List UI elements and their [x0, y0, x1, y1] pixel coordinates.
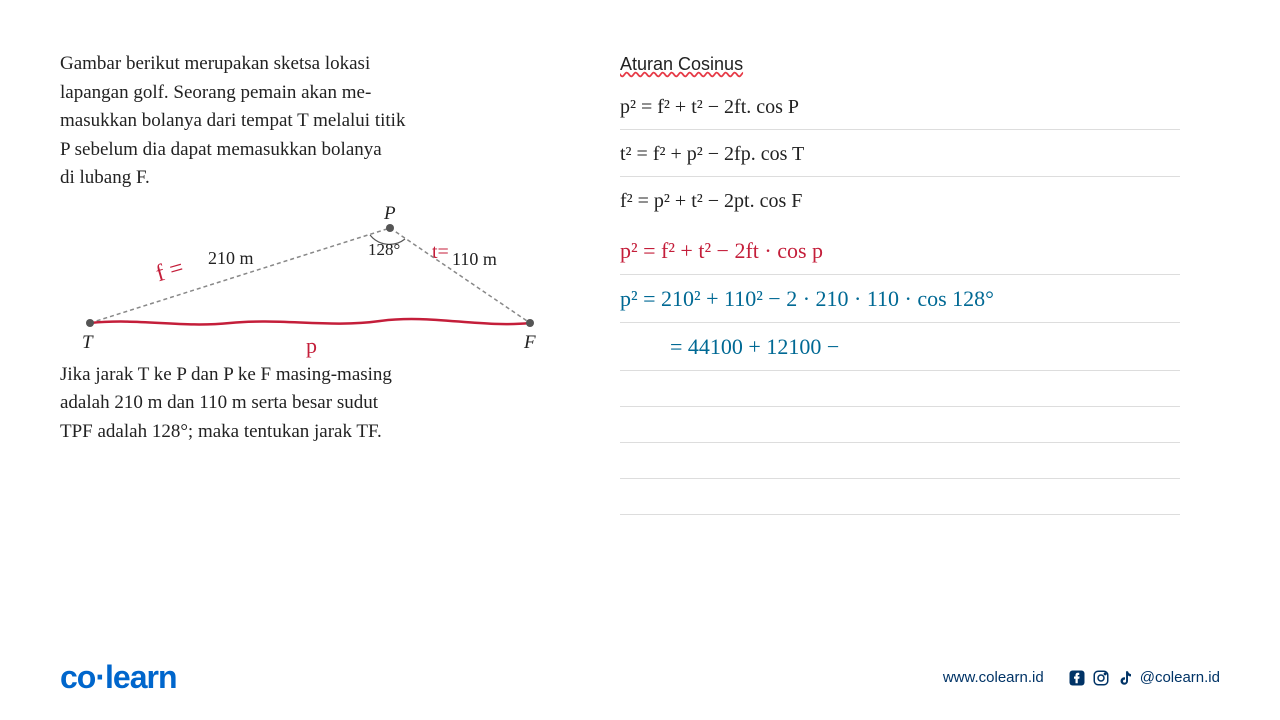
problem-column: Gambar berikut merupakan sketsa lokasi l…	[60, 50, 540, 515]
problem-line: lapangan golf. Seorang pemain akan me-	[60, 82, 371, 103]
handwritten-step-2: p² = 210² + 110² − 2 · 210 · 110 · cos 1…	[620, 281, 1180, 323]
side-PF-label: 110 m	[452, 246, 497, 273]
ruled-line	[620, 479, 1180, 515]
section-title: Aturan Cosinus	[620, 50, 1180, 79]
vertex-P-label: P	[384, 200, 396, 229]
problem-line: Gambar berikut merupakan sketsa lokasi	[60, 53, 370, 74]
footer-url: www.colearn.id	[943, 669, 1044, 686]
ruled-line	[620, 371, 1180, 407]
problem-paragraph-1: Gambar berikut merupakan sketsa lokasi l…	[60, 50, 540, 193]
angle-label: 128°	[368, 237, 400, 263]
formula-t: t² = f² + p² − 2fp. cos T	[620, 138, 1180, 177]
footer: co·learn www.colearn.id @colearn.id	[0, 659, 1280, 696]
formula-p: p² = f² + t² − 2ft. cos P	[620, 91, 1180, 130]
hand-t-label: t=	[432, 237, 449, 267]
vertex-T-label: T	[82, 329, 93, 358]
problem-line: TPF adalah 128°; maka tentukan jarak TF.	[60, 421, 382, 442]
ruled-line	[620, 443, 1180, 479]
problem-line: Jika jarak T ke P dan P ke F masing-masi…	[60, 364, 392, 385]
problem-line: di lubang F.	[60, 167, 150, 188]
ruled-line	[620, 407, 1180, 443]
problem-line: masukkan bolanya dari tempat T melalui t…	[60, 110, 405, 131]
footer-handle: @colearn.id	[1140, 669, 1220, 686]
hand-p-label: p	[306, 329, 317, 362]
side-TP-label: 210 m	[208, 245, 254, 272]
footer-right: www.colearn.id @colearn.id	[943, 669, 1220, 687]
problem-paragraph-2: Jika jarak T ke P dan P ke F masing-masi…	[60, 361, 540, 447]
triangle-diagram: P 128° 210 m 110 m T F f = t= p	[60, 203, 540, 353]
social-icons: @colearn.id	[1068, 669, 1220, 687]
formula-f: f² = p² + t² − 2pt. cos F	[620, 185, 1180, 223]
problem-line: P sebelum dia dapat memasukkan bolanya	[60, 139, 382, 160]
handwritten-step-3: = 44100 + 12100 −	[620, 329, 1180, 371]
colearn-logo: co·learn	[60, 659, 176, 696]
problem-line: adalah 210 m dan 110 m serta besar sudut	[60, 392, 378, 413]
facebook-icon	[1068, 669, 1086, 687]
vertex-F-label: F	[524, 329, 536, 358]
tiktok-icon	[1116, 669, 1134, 687]
instagram-icon	[1092, 669, 1110, 687]
solution-column: Aturan Cosinus p² = f² + t² − 2ft. cos P…	[620, 50, 1180, 515]
handwritten-step-1: p² = f² + t² − 2ft · cos p	[620, 233, 1180, 275]
